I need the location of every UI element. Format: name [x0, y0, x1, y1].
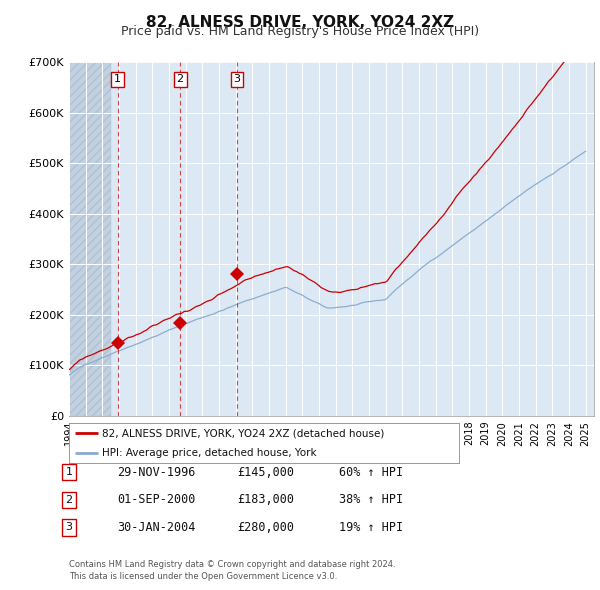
Text: HPI: Average price, detached house, York: HPI: Average price, detached house, York — [102, 448, 317, 458]
Text: 1: 1 — [114, 74, 121, 84]
Text: £183,000: £183,000 — [237, 493, 294, 506]
Text: 1: 1 — [65, 467, 73, 477]
Text: 30-JAN-2004: 30-JAN-2004 — [117, 521, 196, 534]
Text: 3: 3 — [233, 74, 241, 84]
Text: 82, ALNESS DRIVE, YORK, YO24 2XZ (detached house): 82, ALNESS DRIVE, YORK, YO24 2XZ (detach… — [102, 428, 385, 438]
Bar — [69, 62, 110, 416]
Text: 19% ↑ HPI: 19% ↑ HPI — [339, 521, 403, 534]
Text: £280,000: £280,000 — [237, 521, 294, 534]
Text: Price paid vs. HM Land Registry's House Price Index (HPI): Price paid vs. HM Land Registry's House … — [121, 25, 479, 38]
Text: 60% ↑ HPI: 60% ↑ HPI — [339, 466, 403, 478]
Text: 82, ALNESS DRIVE, YORK, YO24 2XZ: 82, ALNESS DRIVE, YORK, YO24 2XZ — [146, 15, 454, 30]
Text: 2: 2 — [176, 74, 184, 84]
Text: 38% ↑ HPI: 38% ↑ HPI — [339, 493, 403, 506]
Text: 3: 3 — [65, 523, 73, 532]
Text: 2: 2 — [65, 495, 73, 504]
Text: £145,000: £145,000 — [237, 466, 294, 478]
Text: 01-SEP-2000: 01-SEP-2000 — [117, 493, 196, 506]
Text: 29-NOV-1996: 29-NOV-1996 — [117, 466, 196, 478]
Text: Contains HM Land Registry data © Crown copyright and database right 2024.
This d: Contains HM Land Registry data © Crown c… — [69, 560, 395, 581]
